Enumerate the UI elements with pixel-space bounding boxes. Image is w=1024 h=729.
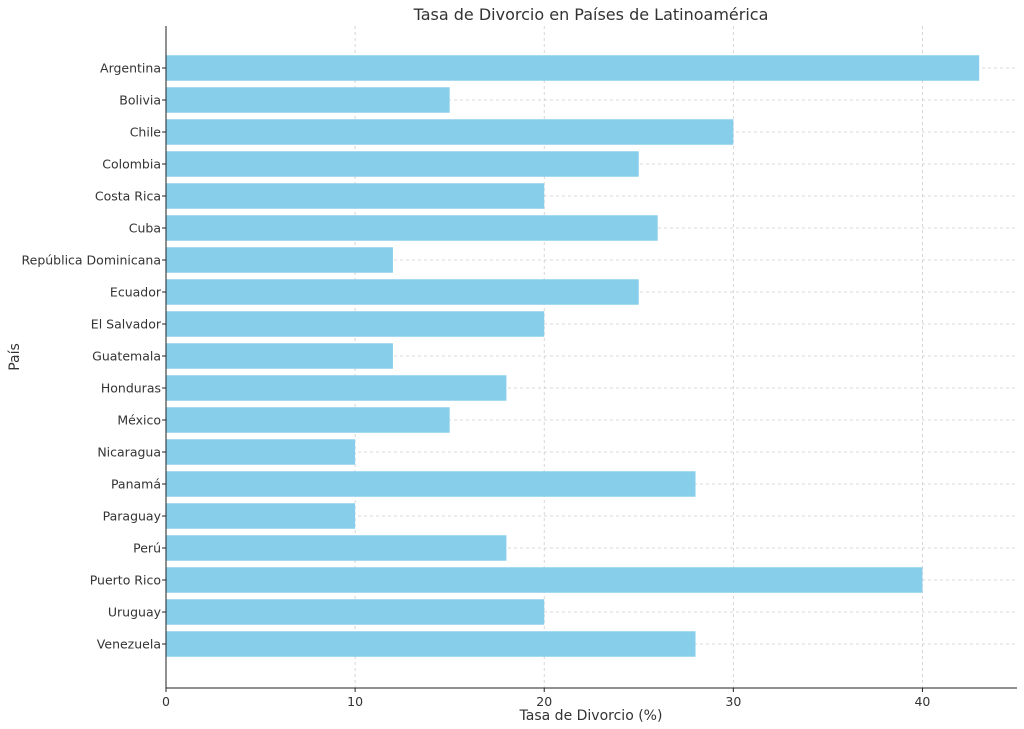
bar	[166, 183, 545, 209]
y-tick-label: Bolivia	[119, 93, 161, 108]
bar	[166, 567, 923, 593]
x-tick-label: 20	[536, 694, 552, 709]
y-tick-label: Argentina	[100, 61, 161, 76]
bar	[166, 87, 450, 113]
y-tick-label: El Salvador	[91, 317, 162, 332]
bar	[166, 279, 639, 305]
y-tick-label: Puerto Rico	[90, 573, 161, 588]
x-tick-label: 0	[162, 694, 170, 709]
bar	[166, 55, 980, 81]
y-tick-label: Ecuador	[110, 285, 162, 300]
y-tick-label: República Dominicana	[22, 253, 162, 268]
y-ticks: Argentina Bolivia Chile Colombia Costa Rica C…	[22, 61, 166, 652]
bars	[166, 55, 980, 657]
y-tick-label: Panamá	[111, 477, 161, 492]
grid	[166, 26, 1017, 688]
bar	[166, 119, 734, 145]
y-tick-label: Costa Rica	[95, 189, 161, 204]
y-tick-label: Perú	[133, 541, 161, 556]
y-tick-label: Honduras	[101, 381, 161, 396]
bar	[166, 311, 545, 337]
y-tick-label: Guatemala	[92, 349, 161, 364]
bar	[166, 343, 393, 369]
y-tick-label: México	[117, 413, 161, 428]
bar	[166, 503, 356, 529]
y-tick-label: Chile	[130, 125, 162, 140]
x-ticks: 0 10 20 30 40	[162, 688, 930, 709]
axes	[165, 26, 1017, 689]
y-tick-label: Paraguay	[103, 509, 162, 524]
chart-title: Tasa de Divorcio en Países de Latinoamér…	[413, 5, 769, 24]
bar	[166, 535, 507, 561]
y-tick-label: Nicaragua	[97, 445, 161, 460]
bar	[166, 247, 393, 273]
y-axis-label: País	[7, 343, 23, 371]
x-tick-label: 10	[347, 694, 363, 709]
y-tick-label: Cuba	[129, 221, 161, 236]
y-tick-label: Venezuela	[97, 637, 161, 652]
bar	[166, 599, 545, 625]
y-tick-label: Colombia	[102, 157, 161, 172]
bar	[166, 407, 450, 433]
x-tick-label: 40	[914, 694, 930, 709]
bar	[166, 471, 696, 497]
y-tick-label: Uruguay	[108, 605, 162, 620]
x-tick-label: 30	[725, 694, 741, 709]
bar	[166, 439, 356, 465]
bar	[166, 375, 507, 401]
bar	[166, 631, 696, 657]
x-axis-label: Tasa de Divorcio (%)	[519, 708, 663, 724]
bar	[166, 151, 639, 177]
bar	[166, 215, 658, 241]
